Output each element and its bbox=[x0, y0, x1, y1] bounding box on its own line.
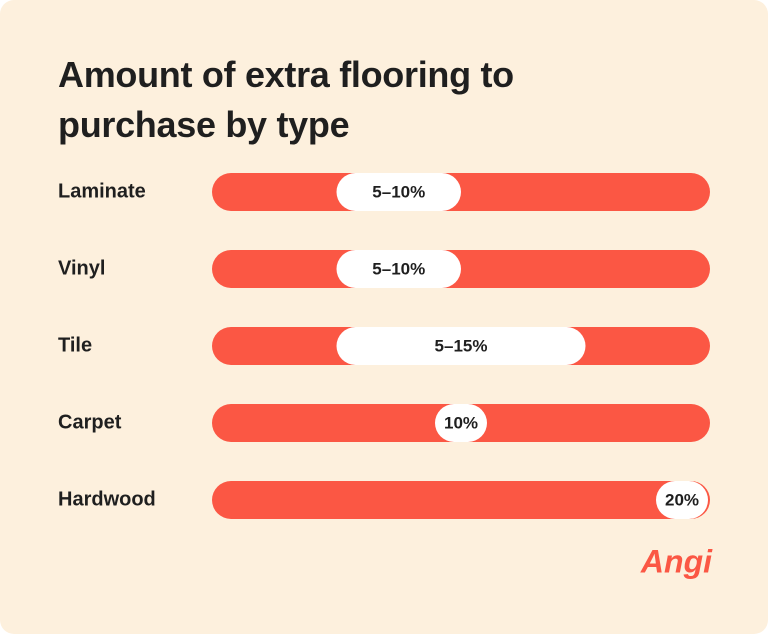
range-pill bbox=[435, 404, 487, 442]
value-label: 20% bbox=[665, 490, 699, 509]
brand-logo: Angi bbox=[640, 543, 713, 579]
category-label: Vinyl bbox=[58, 257, 105, 279]
range-pill bbox=[336, 250, 461, 288]
category-label: Hardwood bbox=[58, 488, 156, 510]
value-label: 5–15% bbox=[435, 336, 488, 355]
value-label: 5–10% bbox=[372, 182, 425, 201]
category-label: Tile bbox=[58, 334, 92, 356]
value-label: 5–10% bbox=[372, 259, 425, 278]
track bbox=[212, 481, 710, 519]
category-label: Laminate bbox=[58, 180, 146, 202]
range-pill bbox=[336, 173, 461, 211]
category-label: Carpet bbox=[58, 411, 122, 433]
value-label: 10% bbox=[444, 413, 478, 432]
range-pill bbox=[656, 481, 708, 519]
chart-title: Amount of extra flooring to purchase by … bbox=[58, 54, 514, 145]
range-pill bbox=[336, 327, 586, 365]
